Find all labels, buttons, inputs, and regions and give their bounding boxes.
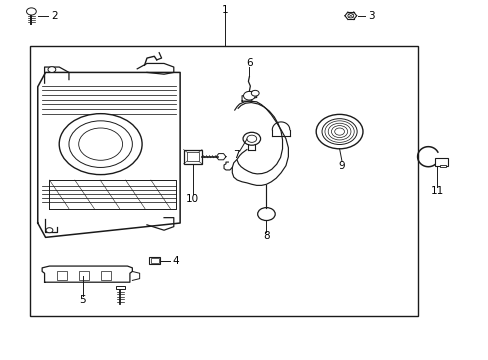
Text: 6: 6 <box>245 58 252 68</box>
Bar <box>101 271 111 280</box>
Circle shape <box>48 67 56 72</box>
Text: 11: 11 <box>429 186 443 197</box>
Circle shape <box>246 135 256 142</box>
Text: 7: 7 <box>233 150 240 160</box>
Circle shape <box>347 14 353 18</box>
Text: 2: 2 <box>51 11 58 21</box>
Circle shape <box>26 8 36 15</box>
Circle shape <box>257 208 275 221</box>
Bar <box>151 258 158 263</box>
Bar <box>79 271 89 280</box>
Bar <box>149 257 160 264</box>
Circle shape <box>243 132 260 145</box>
Bar <box>116 286 124 289</box>
Circle shape <box>322 119 356 144</box>
Text: 9: 9 <box>338 161 345 171</box>
Circle shape <box>316 114 362 149</box>
Bar <box>57 271 67 280</box>
Circle shape <box>69 121 132 167</box>
Text: 3: 3 <box>367 11 374 21</box>
Circle shape <box>251 90 259 96</box>
Circle shape <box>59 114 142 175</box>
Text: 1: 1 <box>221 5 228 15</box>
Bar <box>434 158 447 166</box>
Text: 10: 10 <box>186 194 199 204</box>
Circle shape <box>243 91 255 100</box>
Circle shape <box>79 128 122 160</box>
Text: 5: 5 <box>79 295 86 305</box>
Text: 4: 4 <box>173 256 179 266</box>
Bar <box>30 45 417 316</box>
Text: 8: 8 <box>263 231 269 241</box>
Bar <box>186 152 198 161</box>
Bar <box>439 165 445 167</box>
Circle shape <box>46 228 53 233</box>
Bar <box>183 149 202 164</box>
